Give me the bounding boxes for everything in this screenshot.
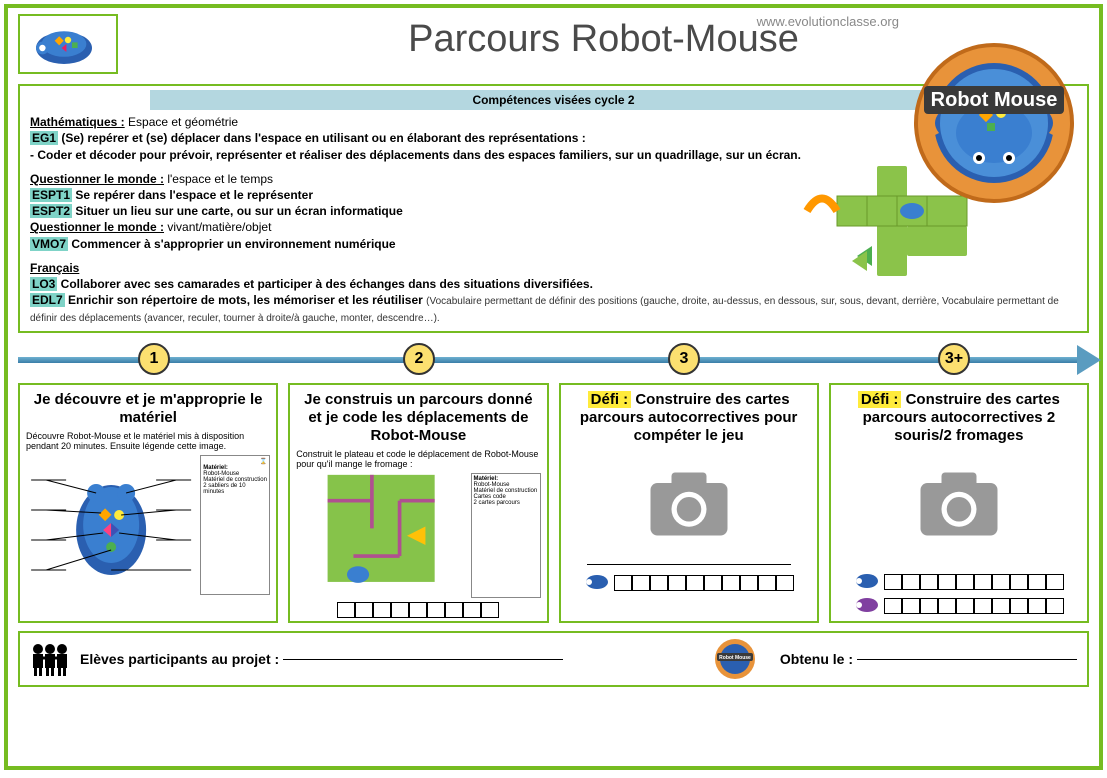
blank-line <box>283 659 563 660</box>
document-frame: www.evolutionclasse.org Parcours Robot-M… <box>4 4 1103 770</box>
obtenu-label: Obtenu le : <box>780 651 853 667</box>
card-instruction: Découvre Robot-Mouse et le matériel mis … <box>26 431 270 451</box>
svg-text:Robot Mouse: Robot Mouse <box>719 655 751 661</box>
competences-banner: Compétences visées cycle 2 <box>150 90 957 110</box>
blank-line <box>587 564 791 565</box>
code-boxes <box>296 602 540 618</box>
card-title: Défi : Construire des cartes parcours au… <box>567 391 811 445</box>
mini-mouse-purple-icon <box>854 595 880 613</box>
people-icon <box>30 642 70 676</box>
card-2: Je construis un parcours donné et je cod… <box>288 383 548 623</box>
code-row <box>567 571 811 591</box>
mini-badge-icon: Robot Mouse <box>710 637 760 681</box>
url-text: www.evolutionclasse.org <box>757 14 899 29</box>
step-circle-3: 3 <box>668 343 700 375</box>
arrow-line <box>18 357 1089 363</box>
material-box: ⌛ Matériel: Robot-Mouse Matériel de cons… <box>200 455 270 595</box>
svg-text:Robot Mouse: Robot Mouse <box>931 89 1058 111</box>
mini-mouse-blue-icon <box>854 571 880 589</box>
blank-line <box>857 659 1077 660</box>
timeline: 1 2 3 3+ <box>8 339 1099 379</box>
code-row <box>837 570 1081 590</box>
comp-line: EDL7 Enrichir son répertoire de mots, le… <box>30 292 1077 325</box>
step-circle-2: 2 <box>403 343 435 375</box>
camera-placeholder-icon <box>644 469 734 539</box>
step-circle-3plus: 3+ <box>938 343 970 375</box>
arrow-head-icon <box>1077 345 1101 375</box>
mouse-label-diagram <box>26 455 196 595</box>
card-3: Défi : Construire des cartes parcours au… <box>559 383 819 623</box>
step-circle-1: 1 <box>138 343 170 375</box>
cards-row: Je découvre et je m'approprie le matérie… <box>8 383 1099 623</box>
mouse-icon <box>28 19 108 69</box>
participants-label: Elèves participants au projet : <box>80 651 279 667</box>
card-4: Défi : Construire des cartes parcours au… <box>829 383 1089 623</box>
card-1: Je découvre et je m'approprie le matérie… <box>18 383 278 623</box>
maze-diagram <box>296 473 466 598</box>
card-title: Je découvre et je m'approprie le matérie… <box>26 391 270 427</box>
card-instruction: Construit le plateau et code le déplacem… <box>296 449 540 469</box>
camera-placeholder-icon <box>914 469 1004 539</box>
robot-mouse-badge: Robot Mouse <box>909 38 1079 208</box>
material-box: Matériel: Robot-Mouse Matériel de constr… <box>471 473 541 598</box>
code-row <box>837 594 1081 614</box>
card-title: Je construis un parcours donné et je cod… <box>296 391 540 445</box>
mini-mouse-icon <box>584 572 610 590</box>
footer: Elèves participants au projet : Robot Mo… <box>18 631 1089 687</box>
mouse-thumbnail <box>18 14 118 74</box>
card-title: Défi : Construire des cartes parcours au… <box>837 391 1081 445</box>
